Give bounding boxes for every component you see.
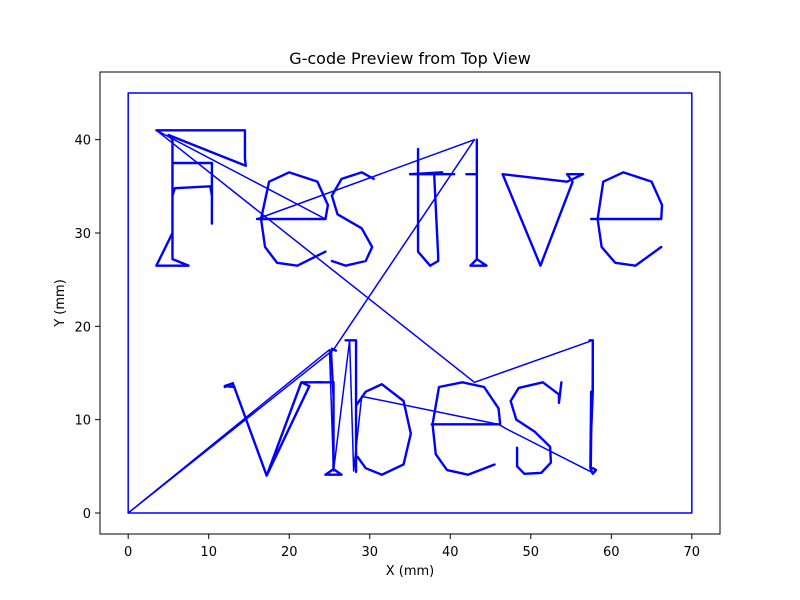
y-tick-label: 10 [74,414,91,429]
series-line-e [255,171,330,267]
y-tick-label: 40 [74,134,91,149]
y-tick-label: 30 [74,227,91,242]
series-line-F [155,129,247,267]
series-line-t [408,147,456,267]
series-line-exclamation [588,339,598,475]
x-tick-label: 50 [523,545,540,560]
x-tick-label: 20 [281,545,298,560]
x-tick-label: 10 [200,545,217,560]
x-tick-label: 40 [442,545,459,560]
x-tick-label: 0 [124,545,132,560]
axes-frame [99,71,721,535]
x-tick-label: 30 [361,545,378,560]
x-tick-label: 60 [603,545,620,560]
chart-title: G-code Preview from Top View [289,49,531,68]
series-line-i [465,138,488,267]
series-line-e2 [430,381,502,476]
y-tick-label: 20 [74,320,91,335]
series-line-e-final [589,171,664,267]
series-line-i2 [316,347,343,476]
series-line-v [501,172,585,267]
x-axis: 0 10 20 30 40 50 60 70 [124,534,700,560]
x-axis-label: X (mm) [386,564,435,579]
series-line-s2 [509,381,563,475]
series-line-s [330,171,375,267]
y-axis-label: Y (mm) [53,279,68,328]
x-tick-label: 70 [684,545,701,560]
y-axis: 0 10 20 30 40 [74,134,100,522]
series-line-border [127,92,693,514]
y-tick-label: 0 [83,507,91,522]
plot-area [127,92,693,514]
series-line-b [344,339,413,476]
